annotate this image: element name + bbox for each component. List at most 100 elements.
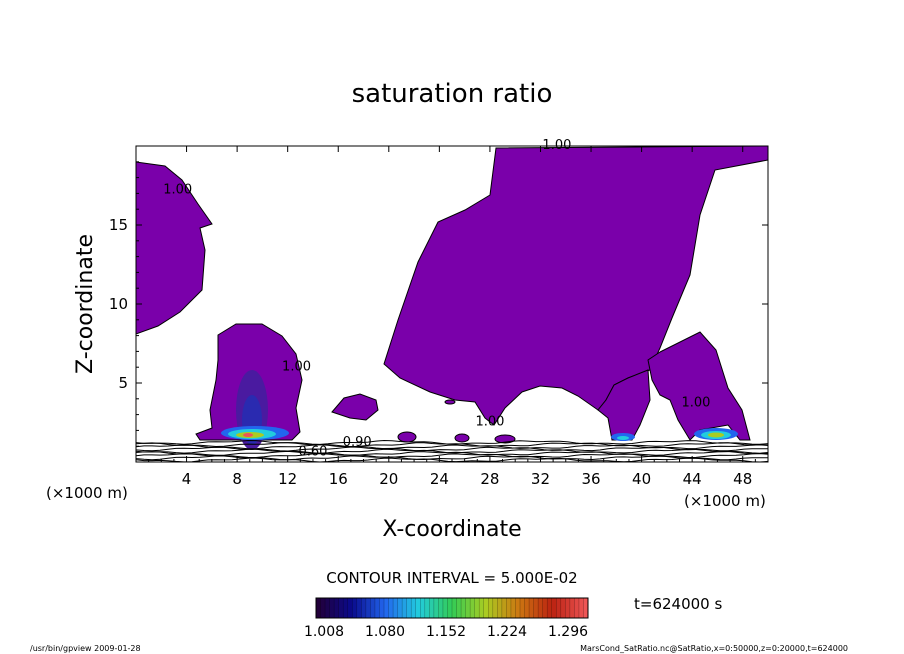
colorbar-label: 1.152 [426,624,466,640]
contour-labels: 1.001.001.001.001.000.900.60 [163,138,710,460]
contour-label: 0.90 [343,435,372,450]
colorbar-swatch [560,598,566,618]
colorbar-swatch [329,598,335,618]
x-tick-label: 20 [379,470,398,488]
colorbar-swatch [338,598,344,618]
surface-contour-line [136,453,768,459]
colorbar-swatch [520,598,526,618]
contour-label: 0.60 [298,445,327,460]
colorbar-swatch [347,598,353,618]
footer-left: /usr/bin/gpview 2009-01-28 [30,644,141,653]
x-tick-label: 48 [733,470,752,488]
colorbar-swatch [565,598,571,618]
y-tick-label: 15 [109,216,128,234]
colorbar-swatch [406,598,412,618]
colorbar-swatch [510,598,516,618]
colorbar-swatch [415,598,421,618]
region-mid-protrusion [597,369,651,441]
colorbar-swatch [379,598,385,618]
colorbar-swatch [574,598,580,618]
x-tick-label: 44 [683,470,702,488]
x-axis: 4 8 12 16 20 24 28 32 36 40 44 48 [148,146,756,488]
x-tick-label: 32 [531,470,550,488]
colorbar-swatch [492,598,498,618]
colorbar-swatch [325,598,331,618]
surface-contours [136,439,768,462]
colorbar-label: 1.296 [548,624,588,640]
y-tick-label: 5 [118,374,128,392]
colorbar-swatch [361,598,367,618]
colorbar-swatch [433,598,439,618]
colorbar-swatch [529,598,535,618]
high-values-mid [611,433,635,441]
colorbar-swatch [501,598,507,618]
colorbar-swatch [506,598,512,618]
y-axis: 5 10 15 [109,161,768,447]
colorbar-swatch [488,598,494,618]
footer-right: MarsCond_SatRatio.nc@SatRatio,x=0:50000,… [580,644,848,653]
colorbar-swatch [551,598,557,618]
x-tick-label: 8 [232,470,242,488]
colorbar-swatch [402,598,408,618]
colorbar-swatch [569,598,575,618]
high-values-right [694,428,738,440]
contour-label: 1.00 [681,396,710,411]
colorbar-swatch [470,598,476,618]
colorbar-swatch [334,598,340,618]
chart-title: saturation ratio [352,79,553,109]
colorbar-swatch [583,598,589,618]
colorbar-swatch [388,598,394,618]
contour-interval: CONTOUR INTERVAL = 5.000E-02 [326,569,577,587]
x-tick-label: 16 [329,470,348,488]
colorbar-swatch [438,598,444,618]
colorbar-swatch [393,598,399,618]
contour-label: 1.00 [475,415,504,430]
colorbar-swatch [542,598,548,618]
colorbar-swatch [479,598,485,618]
colorbar-swatch [411,598,417,618]
colorbar-swatch [578,598,584,618]
colorbar-swatch [556,598,562,618]
high-values-left [221,370,289,450]
colorbar-swatch [356,598,362,618]
colorbar-swatch [370,598,376,618]
colorbar-swatch [365,598,371,618]
colorbar [315,598,589,618]
colorbar-swatch [547,598,553,618]
y-tick-label: 10 [109,295,128,313]
x-axis-label: X-coordinate [382,517,521,542]
contour-label: 1.00 [282,359,311,374]
surface-contour-line [136,439,768,445]
colorbar-swatch [352,598,358,618]
region-cell-small [331,393,379,421]
colorbar-swatch [483,598,489,618]
x-tick-label: 28 [480,470,499,488]
region-upper-right [383,146,768,426]
colorbar-swatch [374,598,380,618]
colorbar-swatch [424,598,430,618]
region-upper-left [136,161,213,335]
colorbar-swatch [343,598,349,618]
colorbar-swatch [461,598,467,618]
x-tick-label: 12 [278,470,297,488]
colorbar-swatch [316,598,322,618]
colorbar-swatch [320,598,326,618]
colorbar-swatch [429,598,435,618]
colorbar-swatch [465,598,471,618]
contour-label: 1.00 [163,182,192,197]
colorbar-swatch [452,598,458,618]
y-axis-label: Z-coordinate [73,234,98,374]
colorbar-swatch [447,598,453,618]
x-unit-left: (×1000 m) [46,484,128,502]
surface-contour-line [136,444,768,450]
blob-26 [454,433,470,443]
surface-contour-line [136,450,768,456]
colorbar-swatch [538,598,544,618]
colorbar-swatch [515,598,521,618]
time-label: t=624000 s [634,595,722,613]
region-right-bulge [647,331,751,441]
colorbar-swatch [397,598,403,618]
plot-content [136,146,768,462]
blob-20 [397,431,417,443]
colorbar-swatch [420,598,426,618]
